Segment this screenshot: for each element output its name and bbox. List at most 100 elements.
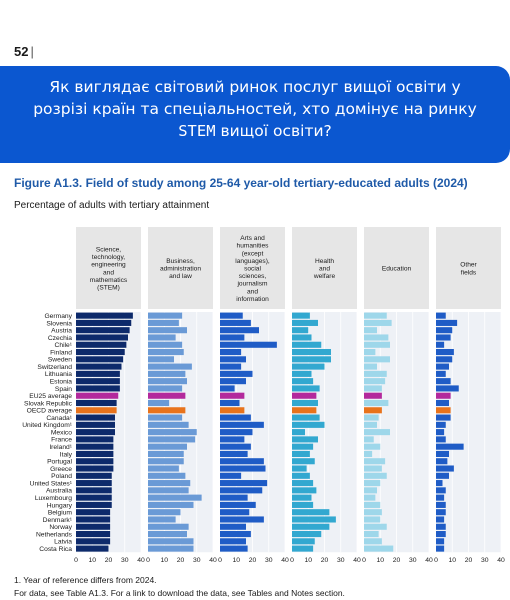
bar-portugal-panel-1 [76,458,114,465]
bar-spain-panel-6 [436,385,459,392]
bar-canada-panel-2 [148,414,183,421]
bar-greece-panel-1 [76,465,114,472]
x-tick-label-panel-6-20: 20 [465,557,473,564]
bar-chile-panel-3 [220,341,277,348]
bar-chile-panel-1 [76,341,127,348]
bar-united-kingdom-panel-1 [76,421,115,428]
panel-label-3-line-9: information [236,296,269,303]
bar-luxembourg-panel-2 [148,494,202,501]
footnote-year-reference: 1. Year of reference differs from 2024. [14,575,157,585]
bar-eu25-average-panel-4 [292,392,317,399]
category-label-austria: Austria [51,328,72,335]
bar-australia-panel-4 [292,487,317,494]
bar-spain-panel-2 [148,385,183,392]
bar-switzerland-panel-2 [148,363,192,370]
bar-canada-panel-5 [364,414,379,421]
bar-united-states-panel-5 [364,480,381,487]
panel-label-1-line-5: mathematics [90,277,128,284]
panel-label-6-line-1: Other [460,262,477,269]
x-tick-label-panel-1-20: 20 [105,557,113,564]
x-tick-label-panel-5-0: 0 [362,557,366,564]
bar-estonia-panel-4 [292,378,314,385]
panel-header-6 [436,227,501,309]
bar-portugal-panel-6 [436,458,448,465]
bar-luxembourg-panel-6 [436,494,445,501]
category-label-costa-rica: Costa Rica [39,546,72,553]
bar-ireland-panel-5 [364,443,381,450]
bar-italy-panel-3 [220,450,248,457]
panel-label-2-line-3: and law [169,273,192,280]
bar-costa-rica-panel-4 [292,545,314,552]
x-tick-label-panel-6-40: 40 [497,557,505,564]
category-label-eu25-average: EU25 average [29,393,72,400]
bar-chile-panel-6 [436,341,445,348]
x-tick-label-panel-1-0: 0 [74,557,78,564]
bar-united-kingdom-panel-6 [436,421,446,428]
bar-czechia-panel-2 [148,334,176,341]
category-label-germany: Germany [44,313,72,320]
x-tick-label-panel-6-0: 0 [434,557,438,564]
x-tick-label-panel-5-40: 40 [425,557,433,564]
bar-hungary-panel-2 [148,501,194,508]
category-label-italy: Italy [60,451,73,458]
category-label-latvia: Latvia [54,539,72,546]
bar-slovak-republic-panel-6 [436,399,449,407]
bar-canada-panel-3 [220,414,251,421]
bar-denmark-panel-5 [364,516,381,523]
figure-subtitle: Percentage of adults with tertiary attai… [14,200,210,211]
bar-lithuania-panel-6 [436,370,446,377]
bar-finland-panel-3 [220,349,242,356]
bar-italy-panel-2 [148,450,184,457]
bar-oecd-average-panel-5 [364,407,382,414]
category-label-norway: Norway [49,524,72,531]
panel-header-3 [220,227,285,309]
bar-france-panel-4 [292,436,318,443]
bar-sweden-panel-6 [436,356,453,363]
bar-netherlands-panel-5 [364,531,379,538]
bar-germany-panel-2 [148,312,183,319]
bar-spain-panel-1 [76,385,120,392]
bar-latvia-panel-4 [292,538,315,545]
panel-label-4-line-1: Health [315,258,334,265]
category-label-estonia: Estonia [50,379,73,386]
category-label-united-kingdom: United Kingdom¹ [22,422,73,429]
bar-spain-panel-5 [364,385,382,392]
bar-switzerland-panel-3 [220,363,242,370]
x-tick-label-panel-3-40: 40 [281,557,289,564]
panel-label-1-line-6: (STEM) [97,285,120,292]
bar-italy-panel-5 [364,450,373,457]
x-tick-label-panel-5-20: 20 [393,557,401,564]
bar-poland-panel-4 [292,472,310,479]
bar-united-kingdom-panel-5 [364,421,377,428]
bar-france-panel-6 [436,436,446,443]
figure-title: Figure A1.3. Field of study among 25-64 … [14,176,468,190]
page-number: 52 | [14,44,34,59]
bar-netherlands-panel-3 [220,531,251,538]
bar-mexico-panel-4 [292,429,305,436]
panel-label-3-line-8: and [247,288,258,295]
x-tick-label-panel-5-30: 30 [409,557,417,564]
bar-austria-panel-4 [292,327,309,334]
category-label-ireland: Ireland¹ [49,444,72,451]
bar-ireland-panel-3 [220,443,251,450]
bar-estonia-panel-5 [364,378,386,385]
bar-luxembourg-panel-1 [76,494,112,501]
category-label-australia: Australia [46,488,72,495]
bar-italy-panel-4 [292,450,310,457]
bar-latvia-panel-6 [436,538,445,545]
x-tick-label-panel-4-10: 10 [304,557,312,564]
bar-united-kingdom-panel-4 [292,421,325,428]
bar-slovenia-panel-6 [436,319,458,326]
banner-line-1: Як виглядає світовий ринок послуг вищої … [49,78,461,96]
bar-belgium-panel-3 [220,509,250,516]
panel-label-3-line-4: languages), [235,258,270,265]
bar-greece-panel-6 [436,465,454,472]
bar-france-panel-2 [148,436,196,443]
bar-spain-panel-4 [292,385,320,392]
bar-norway-panel-5 [364,523,387,530]
bar-denmark-panel-1 [76,516,111,523]
bar-eu25-average-panel-5 [364,392,382,399]
category-label-lithuania: Lithuania [45,371,72,378]
bar-mexico-panel-6 [436,429,445,436]
bar-australia-panel-2 [148,487,189,494]
